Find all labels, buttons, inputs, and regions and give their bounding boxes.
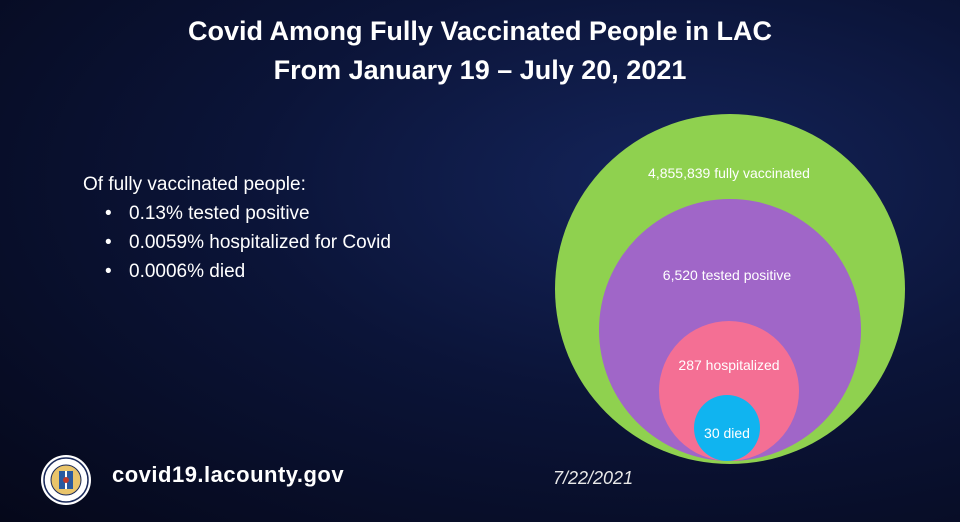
bullet-icon: • [105,261,112,282]
label-tested-positive: 6,520 tested positive [663,267,792,283]
summary-intro: Of fully vaccinated people: [83,174,306,195]
label-fully-vaccinated: 4,855,839 fully vaccinated [648,165,810,181]
circle-hospitalized [659,321,799,461]
label-died: 30 died [704,425,750,441]
slide-date: 7/22/2021 [553,468,634,488]
summary-bullet-text: 0.0006% died [129,261,246,282]
bullet-icon: • [105,203,112,224]
summary-list: • 0.13% tested positive • 0.0059% hospital… [83,199,391,286]
title-line-1: Covid Among Fully Vaccinated People in L… [187,16,773,46]
summary-bullet-text: 0.13% tested positive [129,203,310,224]
summary-bullet: • 0.0059% hospitalized for Covid [105,228,391,257]
summary-block: Of fully vaccinated people: • 0.13% teste… [83,170,391,286]
title-line-2: From January 19 – July 20, 2021 [273,55,687,85]
website-link[interactable]: covid19.lacounty.gov [112,462,345,487]
summary-bullet-text: 0.0059% hospitalized for Covid [129,232,391,253]
circle-died [694,395,760,461]
summary-bullet: • 0.0006% died [105,257,391,286]
summary-bullet: • 0.13% tested positive [105,199,391,228]
label-hospitalized: 287 hospitalized [678,357,779,373]
county-seal-logo [41,455,91,505]
slide-title: Covid Among Fully Vaccinated People in L… [0,12,960,90]
bullet-icon: • [105,232,112,253]
